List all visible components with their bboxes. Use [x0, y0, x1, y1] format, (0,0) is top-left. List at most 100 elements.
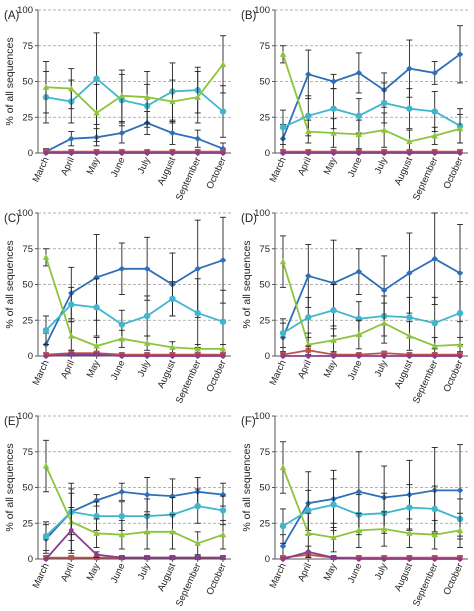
data-point	[143, 312, 151, 320]
series-2	[42, 35, 227, 143]
data-point	[305, 353, 311, 359]
data-point	[279, 124, 287, 131]
data-point	[118, 265, 126, 272]
data-point	[143, 265, 151, 272]
chart-panel-a: 0 25 50 75 100 March April May June July AugustSep…	[4, 5, 231, 202]
y-tick-label: 0	[265, 351, 270, 362]
y-tick-label: 100	[254, 208, 270, 219]
x-tick-label: March	[31, 359, 52, 388]
data-point	[431, 505, 438, 513]
data-point	[194, 502, 201, 510]
series-line	[282, 349, 460, 356]
data-point	[169, 129, 176, 137]
data-point	[381, 353, 387, 359]
x-tick-label: June	[109, 562, 128, 585]
x-tick-label: August	[156, 155, 179, 187]
data-point	[279, 464, 287, 471]
y-tick-label: 100	[17, 411, 33, 422]
x-tick-label: March	[268, 359, 289, 388]
data-point	[170, 353, 175, 359]
y-tick-label: 50	[259, 77, 270, 88]
series-0	[279, 212, 464, 353]
data-point	[194, 265, 201, 272]
x-tick-label: September	[411, 562, 441, 609]
y-axis-label: % of all sequences	[4, 240, 16, 328]
y-tick-label: 25	[22, 315, 33, 326]
data-point	[93, 304, 100, 311]
data-point	[279, 258, 287, 265]
panel-label: (D)	[241, 213, 257, 225]
series-line	[282, 489, 460, 547]
data-point	[431, 319, 438, 327]
x-tick-label: October	[441, 562, 465, 597]
series-0	[279, 444, 464, 559]
data-point	[457, 353, 463, 359]
data-point	[42, 532, 50, 540]
y-axis-label: % of all sequences	[4, 443, 16, 531]
y-tick-label: 25	[22, 518, 33, 529]
data-point	[330, 129, 337, 136]
data-point	[93, 342, 100, 349]
y-tick-label: 25	[259, 112, 270, 123]
series-4	[43, 150, 226, 156]
data-point	[219, 256, 227, 264]
series-line	[45, 63, 224, 115]
y-tick-label: 25	[259, 518, 270, 529]
x-tick-label: August	[393, 155, 416, 187]
y-tick-label: 75	[22, 41, 33, 52]
data-point	[330, 336, 337, 343]
data-point	[169, 528, 176, 535]
y-tick-label: 25	[259, 315, 270, 326]
y-tick-label: 50	[259, 280, 270, 291]
data-point	[305, 71, 312, 78]
panel-label: (C)	[4, 213, 20, 225]
data-point	[43, 556, 49, 562]
y-tick-label: 75	[22, 244, 33, 255]
data-point	[220, 555, 226, 560]
data-point	[68, 301, 75, 308]
series-line	[282, 53, 461, 140]
data-point	[118, 531, 126, 538]
data-point	[432, 556, 438, 562]
data-point	[279, 542, 287, 550]
data-point	[68, 352, 74, 357]
data-point	[68, 85, 75, 92]
x-tick-label: August	[393, 561, 416, 593]
data-point	[380, 525, 388, 532]
data-point	[457, 150, 463, 156]
y-tick-label: 0	[28, 351, 33, 362]
data-point	[431, 342, 438, 349]
data-point	[219, 60, 227, 67]
series-line	[282, 261, 461, 347]
x-tick-label: July	[373, 561, 390, 581]
data-point	[118, 488, 126, 495]
y-tick-label: 0	[28, 554, 33, 565]
data-point	[406, 138, 413, 145]
series-line	[45, 490, 224, 540]
data-point	[42, 327, 50, 334]
data-point	[144, 150, 150, 156]
x-tick-label: July	[373, 358, 390, 378]
data-point	[42, 83, 50, 90]
data-point	[43, 353, 49, 359]
data-point	[94, 150, 99, 156]
data-point	[68, 135, 75, 142]
data-point	[456, 51, 464, 58]
y-tick-label: 25	[22, 112, 33, 123]
data-point	[355, 131, 363, 138]
data-point	[220, 353, 226, 359]
data-point	[431, 69, 438, 77]
series-2	[279, 45, 464, 154]
x-tick-label: September	[174, 359, 204, 406]
data-point	[93, 512, 100, 520]
x-tick-label: April	[296, 359, 314, 381]
x-tick-label: June	[109, 156, 128, 179]
x-tick-label: April	[296, 156, 314, 178]
y-axis-label: % of all sequences	[241, 240, 253, 328]
data-point	[305, 272, 312, 280]
y-tick-label: 100	[254, 5, 270, 16]
x-tick-label: April	[59, 359, 77, 381]
data-point	[219, 318, 227, 325]
data-point	[305, 150, 311, 156]
series-line	[45, 353, 223, 357]
